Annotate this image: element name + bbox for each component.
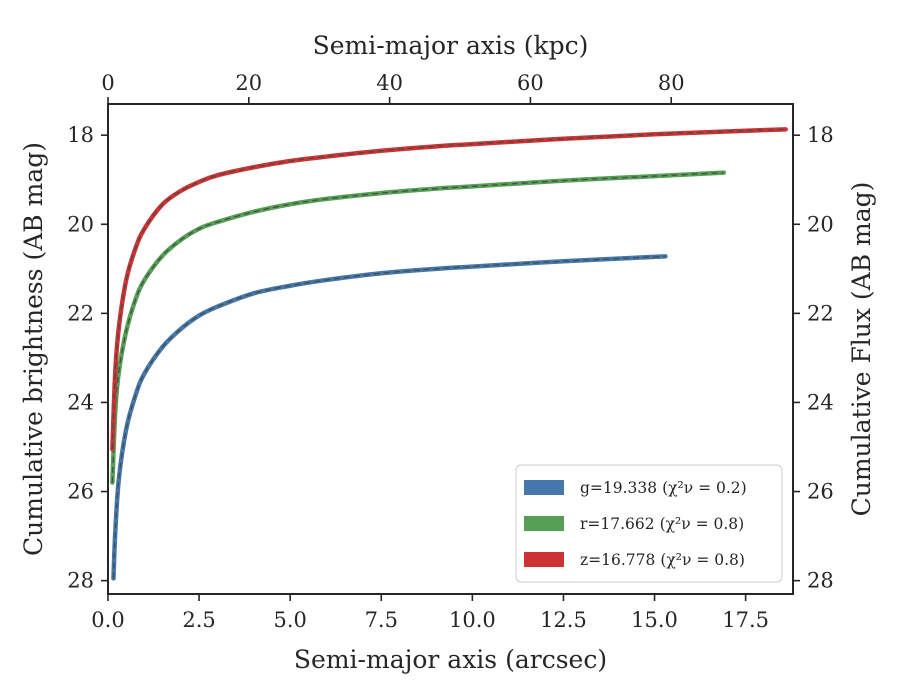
series-model-line-g [112, 255, 666, 579]
y-tick-label: 28 [67, 569, 94, 593]
right-y-tick-label: 28 [807, 569, 834, 593]
top-x-tick-label: 80 [658, 71, 685, 95]
data-curves [110, 127, 788, 581]
plot-frame [107, 103, 794, 595]
y-tick-label: 26 [67, 480, 94, 504]
top-x-tick-label: 0 [101, 71, 114, 95]
axis-ticks: 0.0 2.5 5.0 7.5 10.0 12.5 15.0 17.5 0 20 40 60 80 18 1… [67, 71, 833, 632]
x-tick-label: 5.0 [273, 608, 306, 632]
top-x-tick-label: 60 [517, 71, 544, 95]
legend-label: z=16.778 (χ²ν = 0.8) [580, 551, 745, 569]
x-tick-label: 2.5 [182, 608, 215, 632]
legend-swatch [524, 552, 564, 567]
right-y-axis-title: Cumulative Flux (AB mag) [847, 182, 876, 517]
legend-label: r=17.662 (χ²ν = 0.8) [580, 515, 744, 533]
x-tick-label: 10.0 [449, 608, 496, 632]
series-model-line-r [111, 171, 724, 483]
right-y-tick-label: 24 [807, 390, 834, 414]
x-tick-label: 15.0 [631, 608, 678, 632]
legend-swatch [524, 480, 564, 495]
y-tick-label: 24 [67, 390, 94, 414]
x-axis-title: Semi-major axis (arcsec) [294, 645, 607, 674]
top-x-tick-label: 20 [235, 71, 262, 95]
y-tick-label: 20 [67, 212, 94, 236]
series-model-line-z [111, 128, 786, 450]
x-tick-label: 12.5 [540, 608, 587, 632]
legend-label: g=19.338 (χ²ν = 0.2) [580, 479, 747, 497]
right-y-tick-label: 20 [807, 212, 834, 236]
y-tick-label: 22 [67, 301, 94, 325]
right-y-tick-label: 18 [807, 123, 834, 147]
y-tick-label: 18 [67, 123, 94, 147]
x-tick-label: 0.0 [91, 608, 124, 632]
top-x-axis-title: Semi-major axis (kpc) [313, 31, 589, 60]
right-y-tick-label: 26 [807, 480, 834, 504]
x-tick-label: 17.5 [722, 608, 769, 632]
top-x-tick-label: 40 [376, 71, 403, 95]
legend: g=19.338 (χ²ν = 0.2) r=17.662 (χ²ν = 0.8)… [515, 464, 783, 583]
x-tick-label: 7.5 [365, 608, 398, 632]
series-line-z [110, 127, 788, 452]
y-axis-title: Cumulative brightness (AB mag) [19, 142, 48, 556]
series-line-r [110, 170, 727, 485]
legend-swatch [524, 516, 564, 531]
legend-box [515, 464, 783, 583]
right-y-tick-label: 22 [807, 301, 834, 325]
